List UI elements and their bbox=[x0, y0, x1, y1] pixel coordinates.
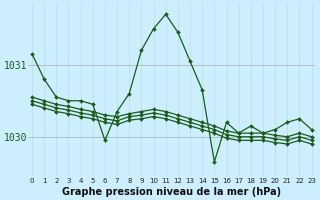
X-axis label: Graphe pression niveau de la mer (hPa): Graphe pression niveau de la mer (hPa) bbox=[62, 187, 281, 197]
